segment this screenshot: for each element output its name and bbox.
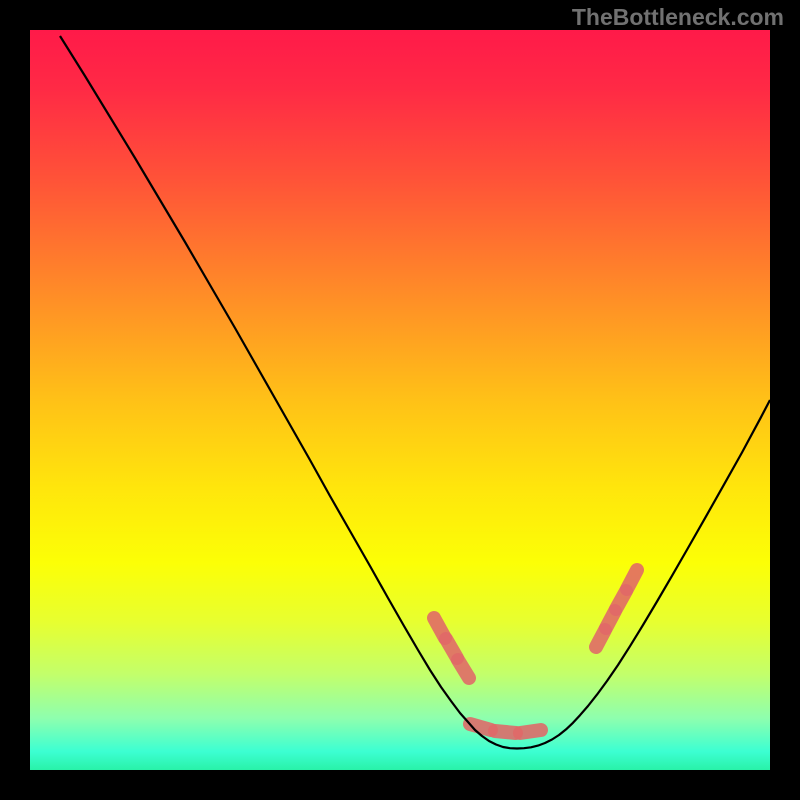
chart-svg: [0, 0, 800, 800]
curve-marker: [627, 570, 637, 589]
curve-marker: [458, 660, 469, 678]
plot-background: [30, 30, 770, 770]
curve-marker: [495, 731, 516, 733]
bottleneck-chart: [0, 0, 800, 800]
curve-marker: [520, 730, 541, 733]
watermark-text: TheBottleneck.com: [572, 4, 784, 31]
